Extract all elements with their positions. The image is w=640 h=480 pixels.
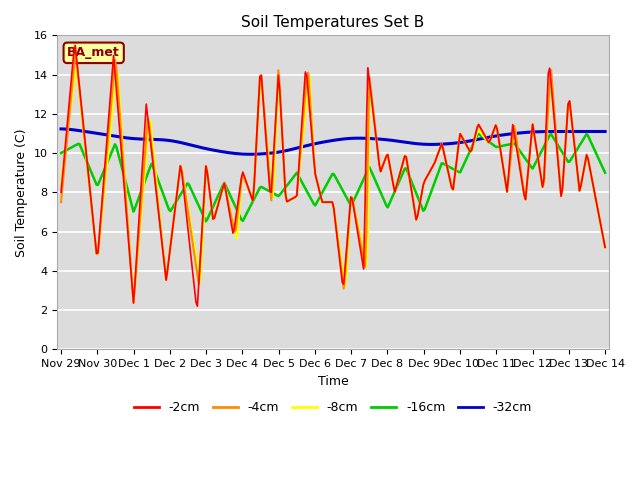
X-axis label: Time: Time xyxy=(317,374,348,387)
Y-axis label: Soil Temperature (C): Soil Temperature (C) xyxy=(15,128,28,257)
Legend: -2cm, -4cm, -8cm, -16cm, -32cm: -2cm, -4cm, -8cm, -16cm, -32cm xyxy=(129,396,537,420)
Title: Soil Temperatures Set B: Soil Temperatures Set B xyxy=(241,15,425,30)
Text: BA_met: BA_met xyxy=(67,47,120,60)
